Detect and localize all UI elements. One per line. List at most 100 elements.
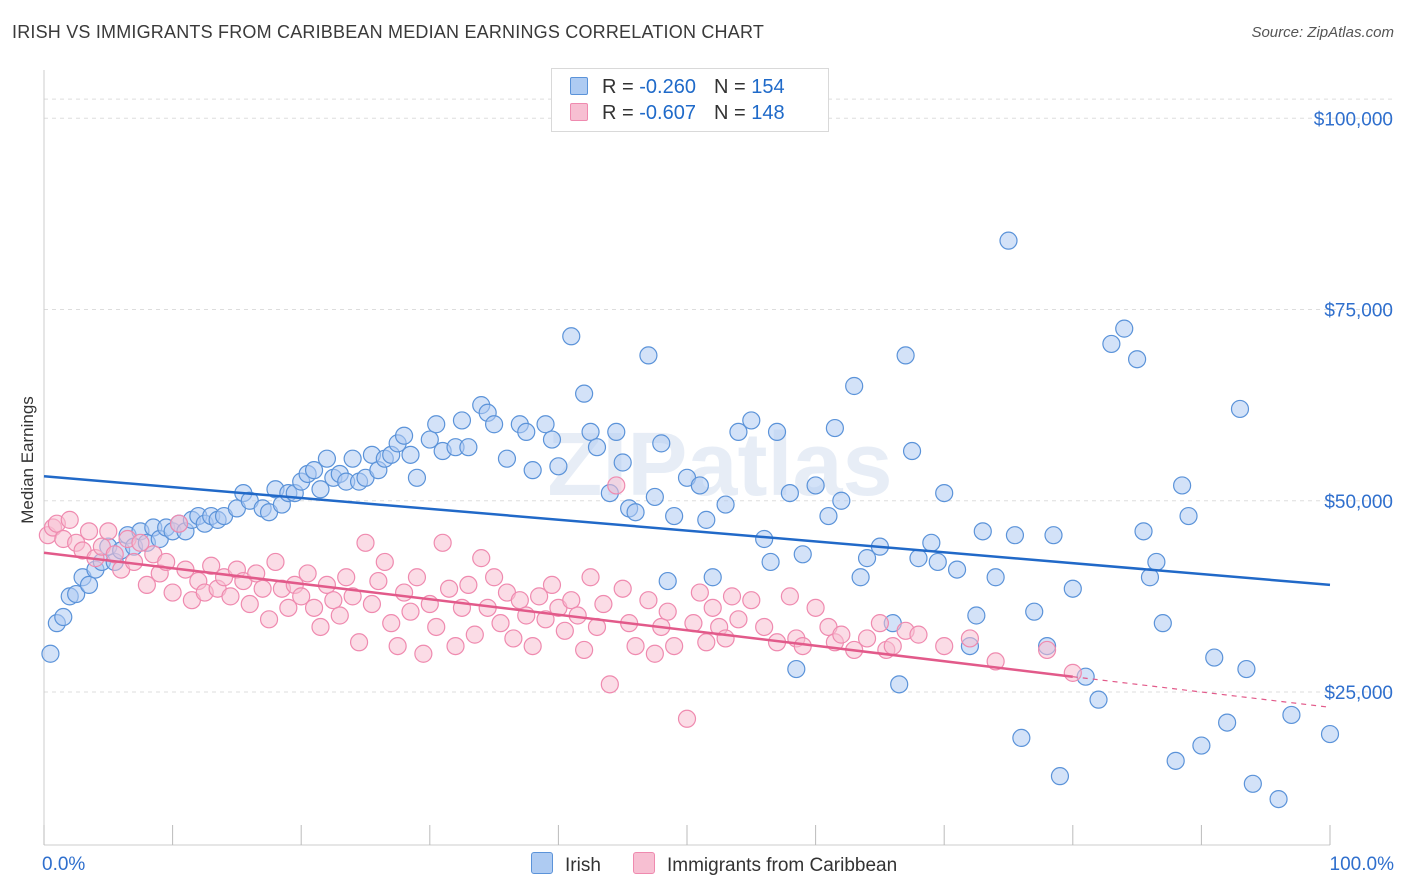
irish-point (1230, 399, 1250, 419)
legend-label: Irish (565, 855, 601, 876)
caribbean-point (137, 575, 156, 595)
caribbean-point (755, 617, 774, 637)
caribbean-point (626, 636, 645, 656)
irish-point (947, 560, 967, 579)
irish-point (761, 552, 780, 572)
irish-point (1127, 350, 1147, 369)
irish-point (304, 461, 324, 480)
caribbean-point (388, 636, 407, 656)
irish-point (902, 441, 922, 461)
irish-point (851, 568, 870, 587)
n-label: N = (713, 102, 746, 124)
caribbean-point (369, 571, 388, 591)
irish-point (909, 549, 928, 568)
irish-point (581, 422, 600, 441)
irish-point (452, 411, 472, 430)
irish-point (716, 495, 735, 514)
caribbean-point (356, 533, 375, 552)
x-tick-label: 0.0% (42, 854, 85, 875)
caribbean-point (491, 614, 510, 633)
irish-point (755, 529, 774, 549)
irish-point (1166, 751, 1185, 770)
irish-point (407, 468, 427, 487)
caribbean-point (279, 598, 298, 617)
caribbean-point (722, 587, 742, 606)
caribbean-point (523, 636, 542, 656)
irish-point (1063, 579, 1082, 598)
irish-point (542, 430, 562, 449)
caribbean-point (645, 644, 664, 663)
caribbean-point (1037, 640, 1057, 660)
irish-point (536, 415, 555, 434)
irish-point (832, 491, 851, 510)
irish-swatch (570, 77, 588, 95)
caribbean-point (202, 556, 221, 575)
caribbean-point (253, 579, 272, 598)
caribbean-point (362, 594, 382, 614)
n-value: 154 (751, 76, 785, 98)
irish-point (703, 568, 722, 587)
caribbean-point (427, 617, 446, 637)
irish-point (665, 506, 684, 526)
irish-point (485, 415, 504, 434)
caribbean-point (298, 564, 317, 583)
caribbean-point (883, 636, 902, 656)
irish-point (857, 549, 877, 568)
irish-swatch (531, 852, 553, 874)
caribbean-point (832, 625, 851, 644)
axes (43, 70, 1331, 846)
caribbean-point (414, 644, 433, 663)
caribbean-point (472, 549, 491, 568)
caribbean-point (163, 583, 182, 602)
legend-label: Immigrants from Caribbean (667, 855, 898, 876)
irish-point (562, 327, 581, 346)
y-tick-label: $75,000 (1324, 301, 1393, 322)
irish-point (793, 545, 812, 564)
irish-point (780, 484, 799, 503)
y-tick-label: $50,000 (1324, 492, 1393, 513)
caribbean-point (446, 636, 465, 656)
caribbean-point (658, 602, 677, 621)
irish-point (922, 533, 941, 552)
irish-point (1147, 552, 1166, 572)
irish-point (1173, 476, 1192, 495)
caribbean-point (960, 629, 980, 648)
caribbean-point (221, 587, 240, 606)
caribbean-point (349, 633, 369, 652)
r-label: R = (602, 76, 634, 98)
irish-point (787, 659, 806, 679)
caribbean-point (697, 633, 716, 652)
irish-point (1192, 736, 1211, 755)
irish-point (652, 434, 671, 453)
caribbean-point (729, 610, 748, 629)
n-value: 148 (751, 102, 785, 124)
caribbean-point (337, 568, 356, 587)
caribbean-point (304, 598, 324, 617)
irish-point (587, 438, 607, 457)
irish-point (1050, 767, 1070, 786)
legend-item-irish: Irish (531, 852, 601, 877)
irish-point (1153, 614, 1172, 633)
irish-point (767, 422, 787, 441)
irish-point (459, 438, 478, 457)
x-tick-label: 100.0% (1330, 854, 1395, 875)
caribbean-point (806, 598, 825, 617)
caribbean-point (407, 568, 427, 587)
r-value: -0.260 (639, 76, 696, 98)
irish-point (967, 606, 986, 625)
caribbean-point (240, 594, 259, 614)
caribbean-point (742, 591, 761, 610)
irish-point (67, 584, 86, 604)
y-tick-label: $100,000 (1314, 109, 1393, 130)
caribbean-point (909, 625, 928, 644)
source-label: Source: ZipAtlas.com (1251, 24, 1394, 41)
caribbean-point (330, 606, 349, 625)
irish-point (1005, 526, 1025, 545)
irish-point (54, 607, 73, 627)
chart-title: IRISH VS IMMIGRANTS FROM CARIBBEAN MEDIA… (12, 22, 765, 42)
caribbean-point (575, 640, 594, 660)
irish-point (729, 422, 748, 441)
y-axis-label: Median Earnings (18, 396, 37, 524)
caribbean-trend-line-extension (1072, 676, 1331, 708)
irish-point (1179, 506, 1198, 526)
